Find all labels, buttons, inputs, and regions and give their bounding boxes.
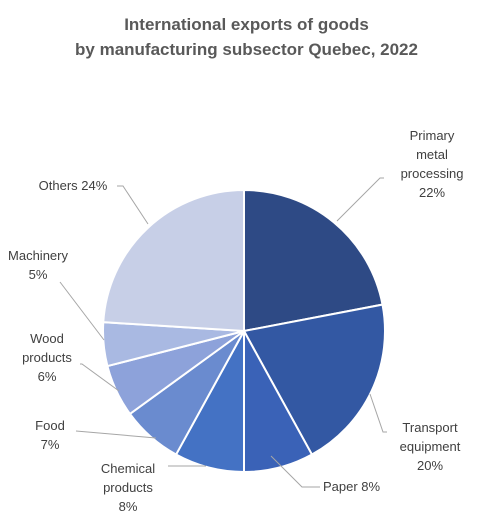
slice-label-7: Others 24% bbox=[39, 178, 108, 193]
pie-slice-0 bbox=[243, 188, 384, 333]
slice-label-1: Transport equipment 20% bbox=[400, 420, 461, 473]
leader-line-4 bbox=[75, 430, 157, 439]
leader-line-6 bbox=[59, 281, 105, 341]
chart-title-line-2: by manufacturing subsector Quebec, 2022 bbox=[75, 40, 418, 59]
leader-line-2 bbox=[270, 455, 320, 488]
chart-title-line-1: International exports of goods bbox=[124, 15, 369, 34]
slice-label-4: Food 7% bbox=[35, 418, 65, 452]
leader-line-0 bbox=[336, 177, 384, 222]
pie-slice-7 bbox=[102, 188, 245, 333]
slice-label-3: Chemical products 8% bbox=[101, 461, 155, 514]
pie-slice-1 bbox=[242, 303, 386, 456]
leader-line-7 bbox=[117, 185, 149, 225]
slice-label-5: Wood products 6% bbox=[22, 331, 72, 384]
slice-label-2: Paper 8% bbox=[323, 479, 381, 494]
slice-label-0: Primary metal processing 22% bbox=[401, 128, 464, 200]
slice-label-6: Machinery 5% bbox=[8, 248, 68, 282]
leader-line-1 bbox=[369, 393, 387, 433]
leader-line-5 bbox=[80, 363, 120, 392]
chart-title: International exports of goods by manufa… bbox=[0, 12, 493, 62]
